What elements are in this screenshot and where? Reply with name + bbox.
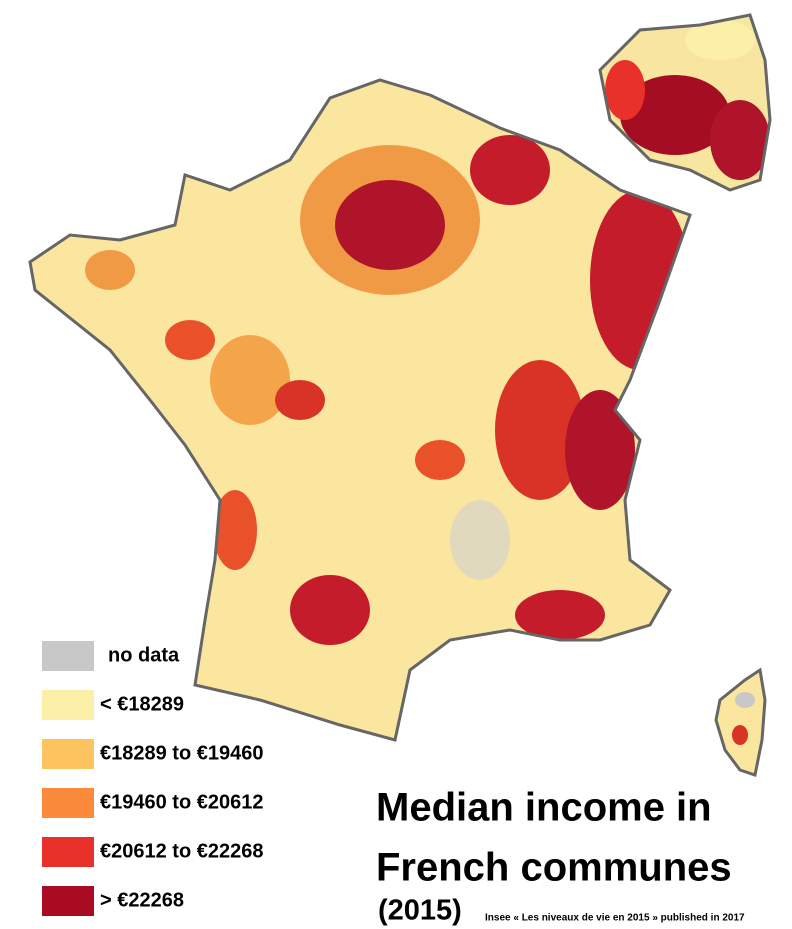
legend-swatch xyxy=(42,788,94,818)
legend-swatch xyxy=(42,837,94,867)
title-year: (2015) xyxy=(378,895,462,927)
legend-swatch xyxy=(42,641,94,671)
legend-swatch xyxy=(42,739,94,769)
legend-label: < €18289 xyxy=(100,693,184,715)
legend-label: €19460 to €20612 xyxy=(100,791,263,813)
title-line: French communes xyxy=(376,846,732,890)
paris-inset xyxy=(600,15,770,190)
legend-swatch xyxy=(42,886,94,916)
france-border xyxy=(28,78,692,742)
legend: no data < €18289 €18289 to €19460 €19460 to… xyxy=(42,641,263,916)
paris-border xyxy=(598,13,772,192)
corsica-border xyxy=(714,667,767,777)
legend-label: €18289 to €19460 xyxy=(100,742,263,764)
legend-label: > €22268 xyxy=(100,889,184,911)
legend-label: no data xyxy=(108,644,180,666)
title-line: Median income in xyxy=(376,786,712,830)
source: Insee « Les niveaux de vie en 2015 » pub… xyxy=(485,913,745,924)
legend-label: €20612 to €22268 xyxy=(100,840,263,862)
legend-swatch xyxy=(42,690,94,720)
